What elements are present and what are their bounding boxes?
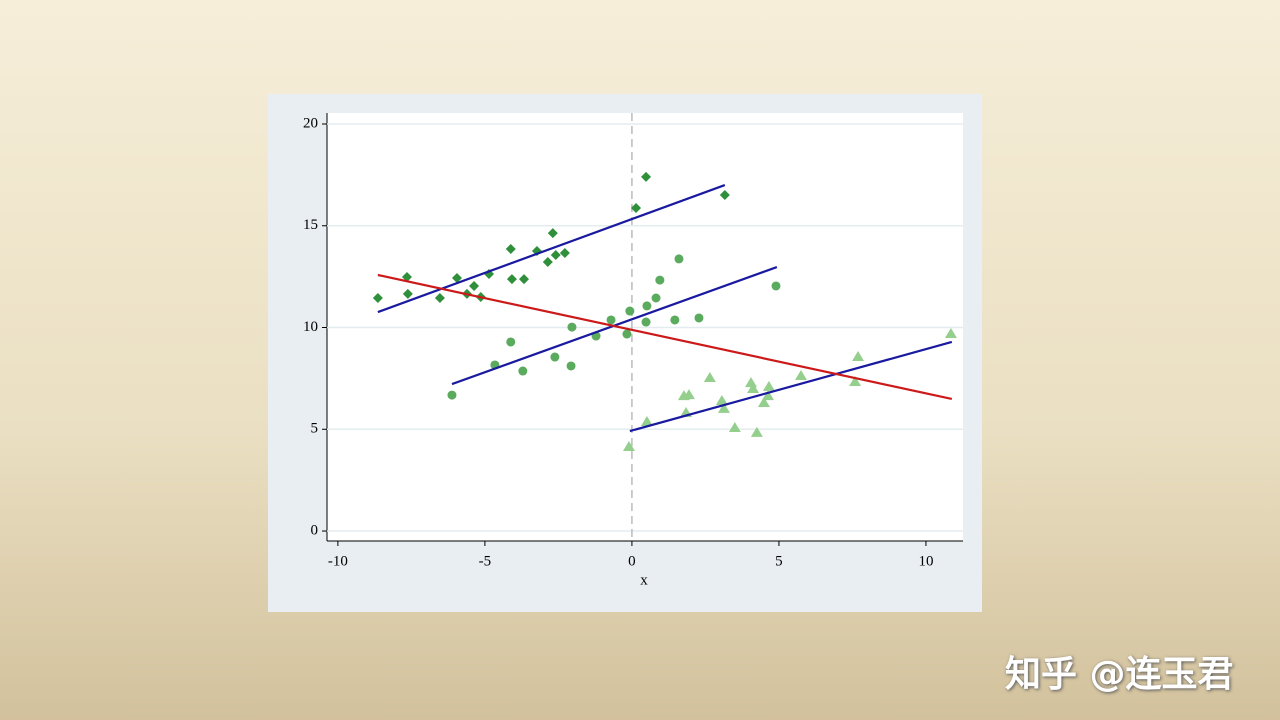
point (849, 376, 862, 387)
point (506, 274, 517, 285)
point (703, 371, 716, 382)
point (402, 288, 413, 299)
x-tick-label: 0 (628, 553, 636, 569)
y-tick-label: 0 (311, 522, 319, 538)
point (717, 402, 730, 413)
y-tick-label: 10 (303, 319, 318, 335)
point (550, 352, 560, 362)
y-tick-label: 5 (311, 421, 319, 437)
point (944, 328, 957, 339)
point (434, 292, 445, 303)
point (674, 254, 684, 264)
point (682, 389, 695, 400)
point (506, 337, 516, 347)
point (542, 256, 553, 267)
x-tick-label: 10 (918, 553, 933, 569)
point (505, 243, 516, 254)
point (642, 301, 652, 311)
point (401, 272, 412, 283)
point (372, 292, 383, 303)
point (655, 275, 665, 285)
point (559, 248, 570, 259)
point (451, 273, 462, 284)
point (728, 422, 741, 433)
point (640, 415, 653, 426)
point (567, 322, 577, 332)
point (762, 380, 775, 391)
point (757, 397, 770, 408)
point (641, 317, 651, 327)
point (794, 369, 807, 380)
point (852, 351, 865, 362)
y-tick-label: 15 (303, 217, 318, 233)
watermark: 知乎 @连玉君 (1005, 654, 1234, 695)
point (750, 426, 763, 437)
point (606, 315, 616, 325)
point (670, 315, 680, 325)
point (715, 394, 728, 405)
point (519, 274, 530, 285)
point (622, 329, 632, 339)
y-tick-label: 20 (303, 115, 318, 131)
x-tick-label: 5 (775, 553, 783, 569)
fit-line (629, 340, 953, 433)
point (547, 228, 558, 239)
point (762, 390, 775, 401)
point (651, 293, 661, 303)
fit-line (377, 273, 953, 401)
fit-line (377, 184, 726, 314)
x-axis-label: x (640, 572, 648, 588)
point (694, 313, 704, 323)
point (631, 203, 642, 214)
point (622, 440, 635, 451)
point (771, 281, 781, 291)
point (447, 390, 457, 400)
point (625, 306, 635, 316)
point (747, 382, 760, 393)
point (469, 280, 480, 291)
x-tick-label: -5 (479, 553, 492, 569)
point (641, 171, 652, 182)
point (566, 361, 576, 371)
point (518, 366, 528, 376)
x-tick-label: -10 (328, 553, 348, 569)
point (550, 250, 561, 261)
point (719, 190, 730, 201)
